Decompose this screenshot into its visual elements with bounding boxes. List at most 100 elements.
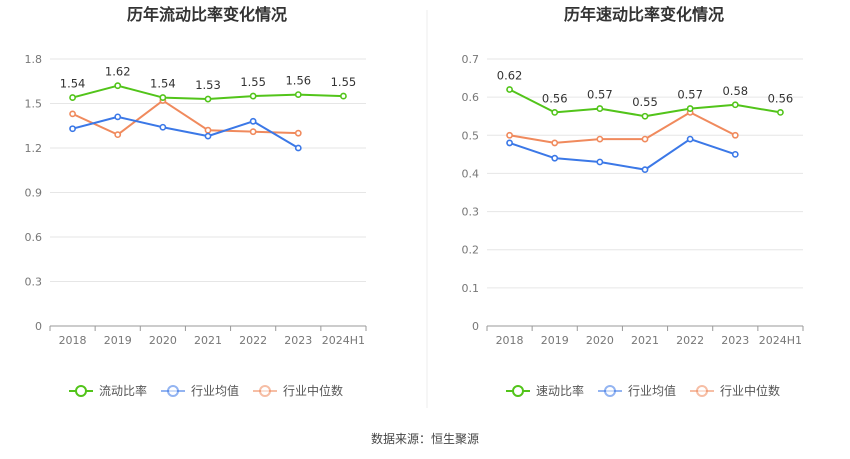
series-line [509,138,736,171]
chart-title: 历年速动比率变化情况 [564,5,724,24]
data-point [249,117,257,125]
series-industry_avg [69,113,302,152]
x-tick-label: 2024H1 [759,334,802,347]
data-point [641,112,649,120]
data-label: 1.55 [331,75,357,89]
y-tick-label: 0.1 [462,282,480,295]
legend-swatch-marker [167,385,179,397]
data-source-note: 数据来源：恒生聚源 [371,431,479,446]
series-industry_avg [506,135,739,174]
x-tick-label: 2018 [59,334,87,347]
data-point [506,86,513,93]
data-label: 0.56 [768,91,794,105]
data-point [777,109,784,116]
x-tick-label: 2021 [631,334,659,347]
x-tick-label: 2024H1 [322,334,365,347]
data-point [596,135,604,143]
data-point [159,123,167,131]
data-point [686,135,694,143]
y-tick-label: 1.8 [25,53,43,66]
data-label: 0.58 [722,84,748,98]
series-line [72,99,299,136]
data-point [551,109,559,116]
x-tick-label: 2020 [586,334,614,347]
y-tick-label: 0 [35,320,42,333]
y-tick-label: 0.6 [25,231,43,244]
data-label: 1.54 [150,77,176,91]
series-main: 1.54 1.62 1.54 1.53 1.55 1.56 1.55 [60,65,357,103]
y-tick-label: 1.5 [25,98,43,111]
legend-label: 行业均值 [628,383,676,398]
data-point [114,82,122,90]
data-point [731,131,739,139]
data-point [204,132,212,140]
data-point [551,154,559,162]
data-point [204,95,212,103]
y-tick-label: 0.4 [462,167,480,180]
data-point [596,105,604,112]
data-point [294,129,302,137]
data-point [340,92,347,100]
legend-label: 行业均值 [191,383,239,398]
x-tick-label: 2018 [496,334,524,347]
legend-swatch-marker [75,385,87,397]
data-point [596,158,604,166]
data-label: 1.62 [105,65,131,79]
y-tick-label: 0.3 [462,206,480,219]
data-label: 0.56 [542,91,568,105]
data-label: 1.56 [285,74,311,88]
x-tick-label: 2023 [721,334,749,347]
y-tick-label: 0 [472,320,479,333]
y-tick-label: 0.7 [462,53,480,66]
series-line [509,111,736,144]
data-point [249,92,257,100]
data-point [159,94,167,101]
legend-label: 速动比率 [536,383,584,398]
series-line [72,115,299,149]
y-tick-label: 0.9 [25,187,43,200]
x-tick-label: 2023 [284,334,312,347]
legend-item: 行业均值 [161,383,239,398]
data-point [551,139,559,147]
data-label: 0.57 [677,88,703,102]
legend-item: 行业中位数 [253,383,343,398]
legend-swatch-marker [259,385,271,397]
legend-swatch-marker [696,385,708,397]
legend-swatch-marker [604,385,616,397]
data-point [69,110,76,118]
legend-label: 行业中位数 [283,383,343,398]
data-point [506,131,513,139]
x-tick-label: 2019 [104,334,132,347]
y-tick-label: 0.3 [25,276,43,289]
x-tick-label: 2019 [541,334,569,347]
legend-item: 行业均值 [598,383,676,398]
data-point [114,131,122,139]
data-point [641,135,649,143]
x-tick-label: 2021 [194,334,222,347]
series-industry_median [506,109,739,147]
chart-panel-1: 历年流动比率变化情况 0 0.3 0.6 0.9 1.2 1.5 1.8 2018 2019 202… [25,5,367,398]
y-tick-label: 0.2 [462,244,480,257]
data-point [69,94,76,101]
data-label: 1.54 [60,77,86,91]
data-point [641,166,649,174]
data-point [731,150,739,158]
series-main: 0.62 0.56 0.57 0.55 0.57 0.58 0.56 [497,69,794,120]
chart-title: 历年流动比率变化情况 [127,5,287,24]
legend-item: 流动比率 [69,383,147,398]
data-label: 0.55 [632,95,658,109]
legend-label: 行业中位数 [720,383,780,398]
data-point [204,126,212,134]
data-point [294,144,302,152]
data-point [686,105,694,112]
chart-panel-2: 历年速动比率变化情况 0 0.1 0.2 0.3 0.4 0.5 0.6 0.7 2018 2019… [462,5,804,398]
x-tick-label: 2022 [676,334,704,347]
data-label: 1.53 [195,78,221,92]
x-tick-label: 2022 [239,334,267,347]
data-point [69,125,76,133]
legend-item: 行业中位数 [690,383,780,398]
data-label: 0.57 [587,88,613,102]
legend-label: 流动比率 [99,383,147,398]
